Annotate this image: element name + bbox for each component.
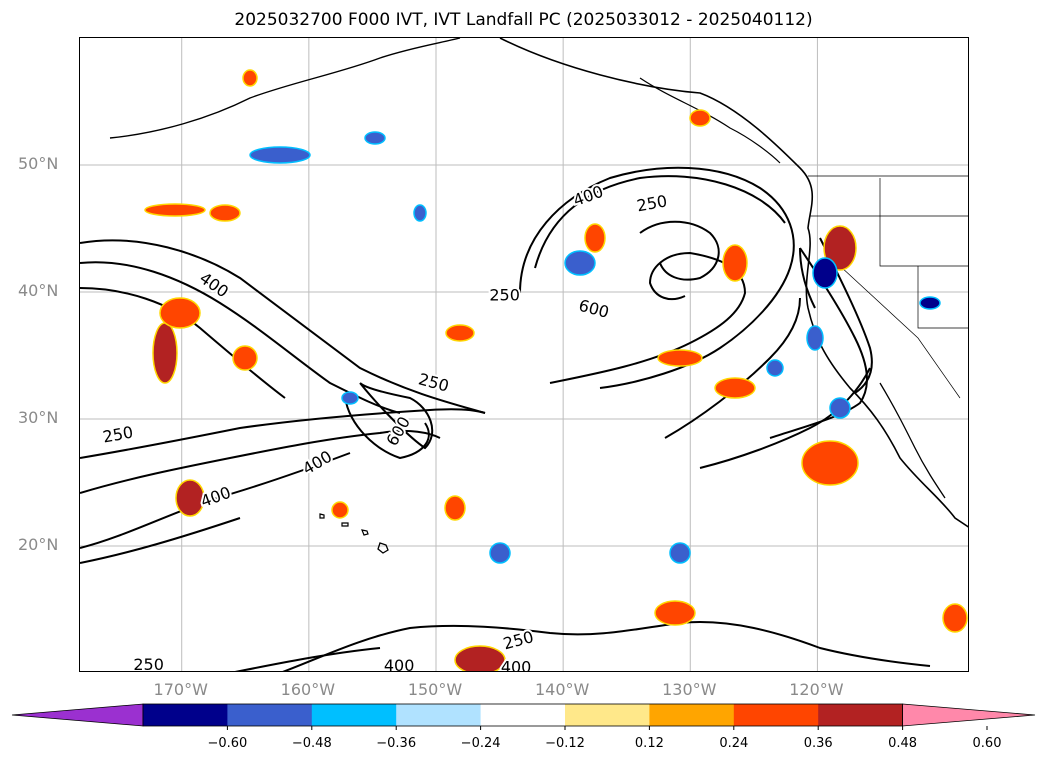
colorbar-segment (311, 704, 397, 726)
coastline (109, 38, 461, 139)
colorbar-tick-label: 0.60 (972, 736, 1002, 751)
ivt-contours (80, 166, 931, 671)
contour-label: 400 (571, 182, 606, 210)
colorbar-segment (227, 704, 313, 726)
map-panel[interactable]: 400 250 600 400 400 250 400 250 250 600 250 400 250 4… (79, 37, 969, 672)
island (319, 513, 325, 519)
colorbar-tick-label: 0.24 (719, 736, 749, 751)
coastline (499, 38, 968, 528)
contour-label: 250 (133, 655, 164, 672)
negative-anomaly-regions (249, 131, 941, 564)
coastline (879, 382, 946, 499)
colorbar-tick-label: 0.36 (803, 736, 833, 751)
longitude-tick-label: 130°W (662, 680, 717, 699)
contour-label: 250 (489, 285, 520, 304)
colorbar-outline (142, 703, 903, 727)
colorbar-extend-high (902, 703, 1036, 727)
colorbar-segment (733, 704, 819, 726)
colorbar-tick-label: 0.12 (634, 736, 664, 751)
island (377, 542, 389, 554)
island (341, 522, 349, 527)
colorbar-segment (480, 704, 566, 726)
coastline (639, 77, 781, 164)
colorbar-segment (396, 704, 482, 726)
contour-label: 400 (196, 268, 232, 301)
contour-label: 250 (417, 369, 451, 395)
colorbar-tick-label: −0.24 (460, 736, 501, 751)
longitude-tick-label: 140°W (534, 680, 590, 699)
contour-label: 400 (501, 657, 532, 672)
map-title: 2025032700 F000 IVT, IVT Landfall PC (20… (234, 10, 813, 30)
contour-label: 400 (299, 447, 335, 479)
latitude-tick-label: 30°N (18, 408, 59, 427)
colorbar (11, 703, 1036, 730)
contour-label: 250 (501, 627, 535, 653)
longitude-tick-label: 150°W (407, 680, 463, 699)
colorbar-tick-label: −0.36 (376, 736, 417, 751)
contour-label: 400 (384, 656, 415, 672)
latitude-tick-label: 40°N (18, 281, 59, 300)
colorbar-tick-label: −0.60 (207, 736, 248, 751)
colorbar-segment (649, 704, 735, 726)
contour-label: 250 (635, 191, 668, 215)
island (361, 529, 369, 536)
positive-anomaly-regions (144, 69, 968, 671)
longitude-tick-label: 170°W (153, 680, 208, 699)
longitude-tick-label: 120°W (789, 680, 844, 699)
contour-label: 250 (101, 423, 134, 447)
graticule (80, 38, 968, 671)
contour-label: 400 (198, 483, 233, 511)
colorbar-segment (565, 704, 650, 726)
colorbar-segment (818, 704, 904, 726)
colorbar-tick-label: 0.48 (888, 736, 918, 751)
colorbar-extend-low (11, 703, 144, 727)
latitude-tick-label: 50°N (18, 154, 59, 173)
colorbar-tick-label: −0.12 (545, 736, 585, 751)
longitude-tick-label: 160°W (280, 680, 336, 699)
contour-label: 600 (577, 296, 611, 322)
colorbar-segment (143, 704, 228, 726)
latitude-tick-label: 20°N (18, 535, 59, 554)
colorbar-tick-label: −0.48 (291, 736, 332, 751)
state-boundary (808, 175, 968, 399)
